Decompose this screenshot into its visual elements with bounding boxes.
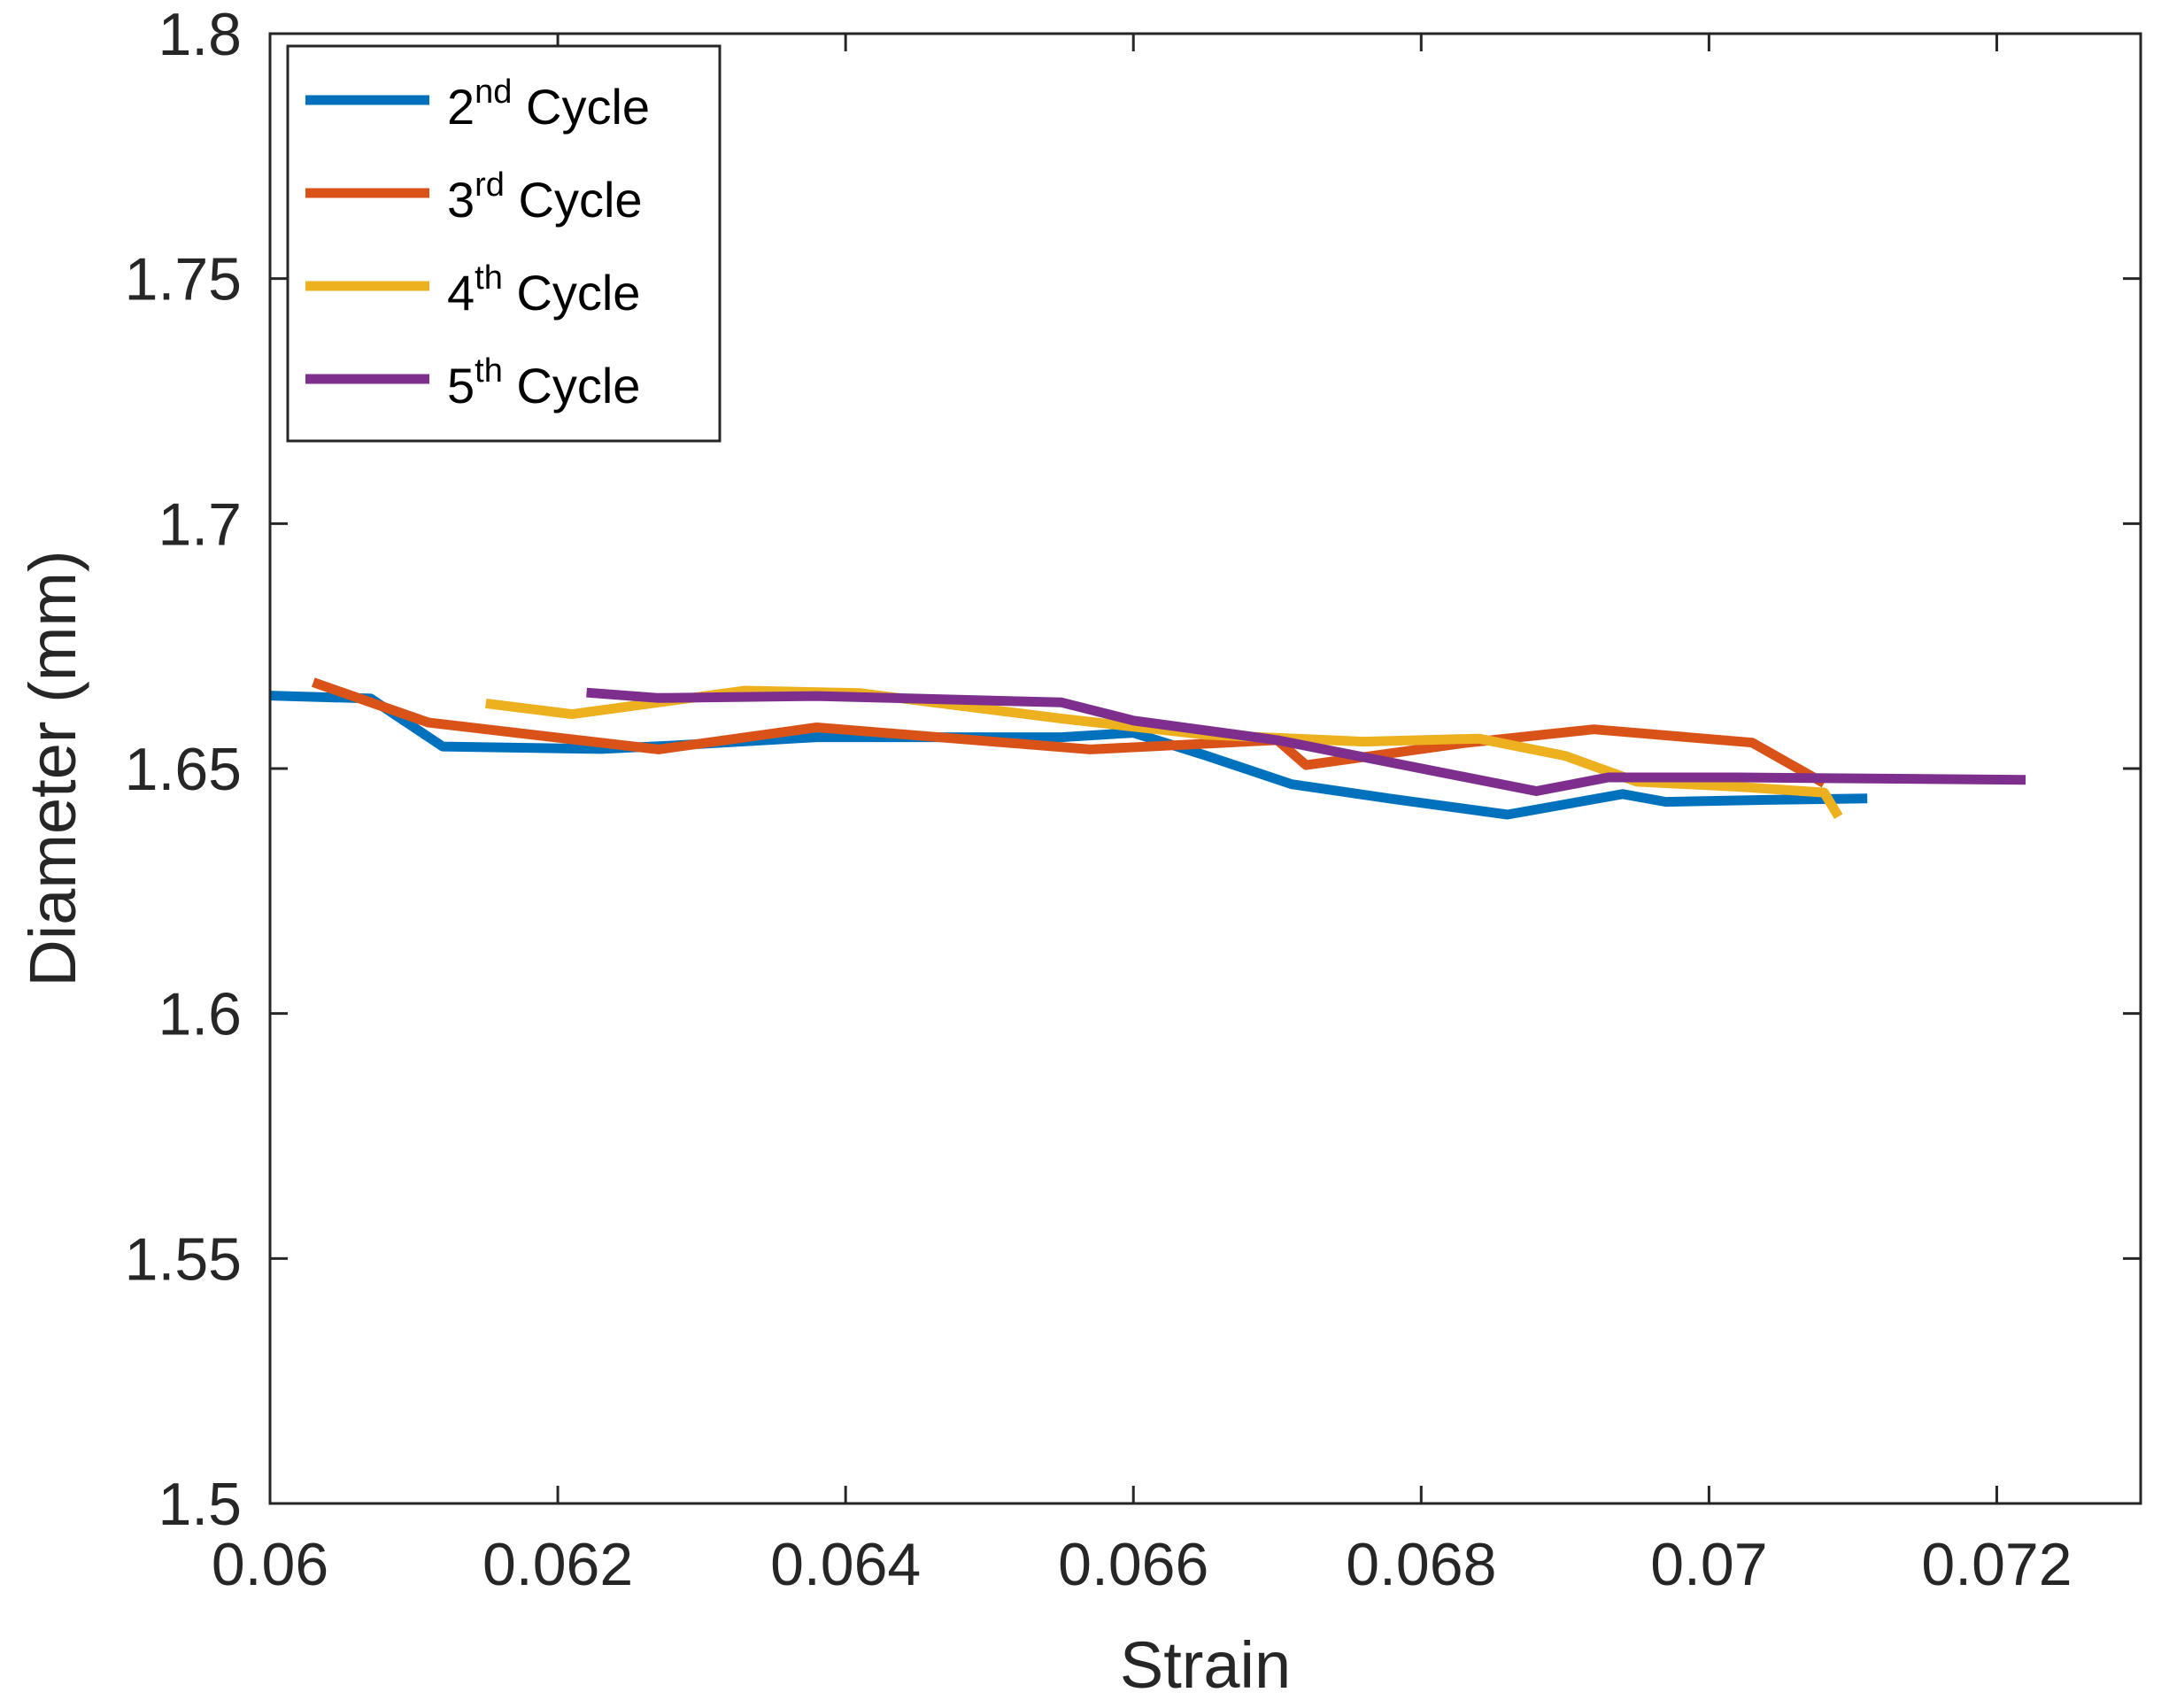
y-tick-label: 1.6 xyxy=(158,981,242,1048)
legend: 2nd Cycle 3rd Cycle 4th Cycle 5th Cycle xyxy=(286,44,722,443)
y-tick-label: 1.55 xyxy=(125,1225,242,1293)
legend-label-cycle-3: 3rd Cycle xyxy=(447,166,643,228)
x-tick-label: 0.06 xyxy=(212,1531,328,1598)
y-tick-label: 1.75 xyxy=(125,246,242,313)
series-line-cycle-2 xyxy=(269,691,1868,820)
y-tick-label: 1.5 xyxy=(158,1471,242,1538)
x-tick-label: 0.064 xyxy=(770,1531,921,1598)
series-line-cycle-4 xyxy=(485,685,1843,820)
legend-label-cycle-5: 5th Cycle xyxy=(447,352,640,413)
x-tick-label: 0.072 xyxy=(1921,1531,2072,1598)
x-tick-label: 0.068 xyxy=(1346,1531,1496,1598)
ticks-layer: 0.06 0.062 0.064 0.066 0.068 0.07 0.072 1.5 1.55… xyxy=(125,1,2141,1598)
x-tick-label: 0.07 xyxy=(1650,1531,1767,1598)
legend-label-cycle-4: 4th Cycle xyxy=(447,259,640,321)
y-tick-label: 1.8 xyxy=(158,1,242,68)
x-axis-title: Strain xyxy=(1120,1628,1291,1702)
legend-label-cycle-2: 2nd Cycle xyxy=(447,73,650,135)
series-line-cycle-5 xyxy=(586,687,2026,796)
x-tick-label: 0.066 xyxy=(1058,1531,1208,1598)
series-layer xyxy=(269,677,2026,820)
y-axis-title: Diameter (mm) xyxy=(16,550,89,986)
y-tick-label: 1.7 xyxy=(158,491,242,558)
y-tick-label: 1.65 xyxy=(125,736,242,803)
x-tick-label: 0.062 xyxy=(482,1531,633,1598)
